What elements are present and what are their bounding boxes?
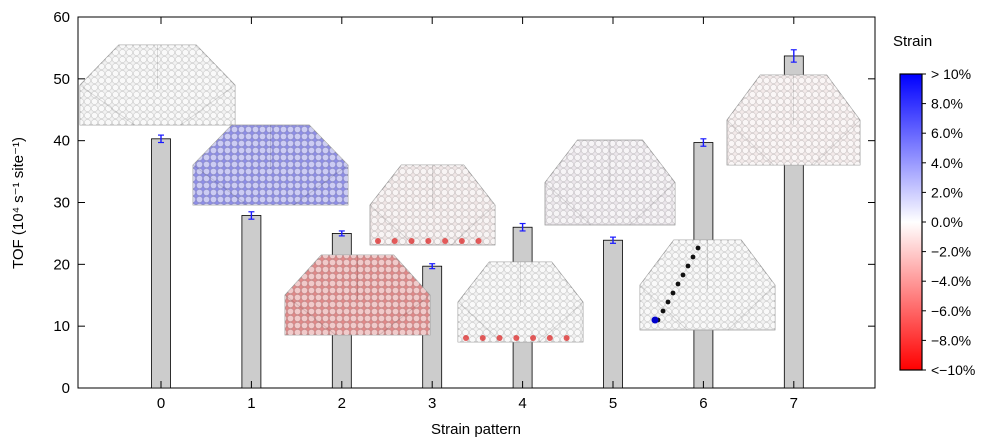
- nanoparticle-facet-edges: [457, 262, 584, 343]
- colorbar: [899, 73, 923, 371]
- colorbar-label: <−10%: [931, 362, 975, 378]
- x-axis-label: Strain pattern: [431, 421, 521, 438]
- x-tick-label: 1: [247, 395, 255, 412]
- colorbar-label: 0.0%: [931, 214, 963, 230]
- strained-atom: [375, 238, 381, 244]
- colorbar-label: 6.0%: [931, 125, 963, 141]
- x-axis: 0 1 2 3 4 5 6 7: [157, 17, 798, 412]
- nanoparticle-facet-edges: [284, 255, 431, 336]
- strained-atom: [391, 238, 398, 244]
- colorbar-label: −8.0%: [931, 332, 971, 348]
- nanoparticle-facet-edges: [369, 165, 496, 246]
- y-axis: 0 10 20 30 40 50 60: [53, 9, 875, 397]
- y-tick-label: 10: [53, 318, 70, 335]
- strained-atom: [563, 335, 570, 341]
- colorbar-label: > 10%: [931, 66, 971, 82]
- x-tick-label: 3: [428, 395, 436, 412]
- strained-atom: [425, 238, 432, 244]
- colorbar-labels: > 10% 8.0% 6.0% 4.0% 2.0% 0.0% −2.0% −4.0% −6.0%…: [922, 66, 975, 378]
- y-tick-label: 30: [53, 195, 70, 212]
- x-tick-label: 4: [518, 395, 526, 412]
- strained-edge-atom: [675, 281, 681, 287]
- strained-edge-atom: [690, 254, 696, 260]
- nanoparticle-facet-edges: [544, 140, 676, 226]
- colorbar-label: −6.0%: [931, 303, 971, 319]
- strained-atom: [496, 335, 503, 341]
- strained-edge-atom: [680, 272, 686, 278]
- strained-atom: [479, 335, 486, 341]
- colorbar-label: 4.0%: [931, 155, 963, 171]
- colorbar-label: −4.0%: [931, 273, 971, 289]
- strained-atom: [513, 335, 520, 341]
- nanoparticle-atoms: [545, 140, 675, 225]
- nanoparticle-facet-edges: [639, 240, 776, 331]
- nanoparticle-atoms: [285, 255, 430, 335]
- strained-atom: [442, 238, 449, 244]
- y-tick-label: 20: [53, 256, 70, 273]
- x-tick-label: 6: [699, 395, 707, 412]
- x-tick-label: 2: [338, 395, 346, 412]
- nanoparticle-images: [79, 44, 861, 343]
- strained-edge-atom: [695, 245, 701, 251]
- strained-atom: [530, 335, 537, 341]
- strained-edge-atom: [670, 290, 676, 296]
- colorbar-title: Strain: [893, 33, 932, 50]
- y-tick-label: 60: [53, 9, 70, 26]
- bar: [603, 239, 623, 389]
- strained-atom: [458, 238, 465, 244]
- nanoparticle-facet-edges: [192, 125, 349, 206]
- nanoparticle-atoms: [370, 165, 495, 245]
- x-tick-label: 0: [157, 395, 165, 412]
- x-tick-label: 5: [609, 395, 617, 412]
- strained-atom: [408, 238, 415, 244]
- colorbar-label: −2.0%: [931, 244, 971, 260]
- colorbar-label: 2.0%: [931, 184, 963, 200]
- strained-edge-atom: [660, 308, 666, 314]
- y-tick-label: 50: [53, 71, 70, 88]
- strained-edge-atom: [665, 299, 671, 305]
- bar: [241, 215, 262, 389]
- colorbar-label: 8.0%: [931, 96, 963, 112]
- y-tick-label: 0: [62, 380, 70, 397]
- y-axis-label: TOF (10⁴ s⁻¹ site⁻¹): [10, 137, 27, 269]
- strained-atom: [463, 335, 469, 341]
- nanoparticle-facet-edges: [726, 75, 861, 166]
- x-tick-label: 7: [790, 395, 798, 412]
- nanoparticle-atoms: [193, 125, 348, 205]
- strained-atom: [546, 335, 553, 341]
- nanoparticle-atoms: [458, 262, 583, 342]
- y-tick-label: 40: [53, 133, 70, 150]
- strained-atom: [475, 238, 482, 244]
- tensile-atom: [651, 316, 659, 324]
- nanoparticle-atoms: [80, 45, 235, 125]
- nanoparticle-facet-edges: [79, 45, 236, 126]
- strained-edge-atom: [685, 263, 691, 269]
- nanoparticle-atoms: [640, 240, 775, 330]
- bar: [151, 138, 171, 389]
- nanoparticle-atoms: [727, 75, 860, 165]
